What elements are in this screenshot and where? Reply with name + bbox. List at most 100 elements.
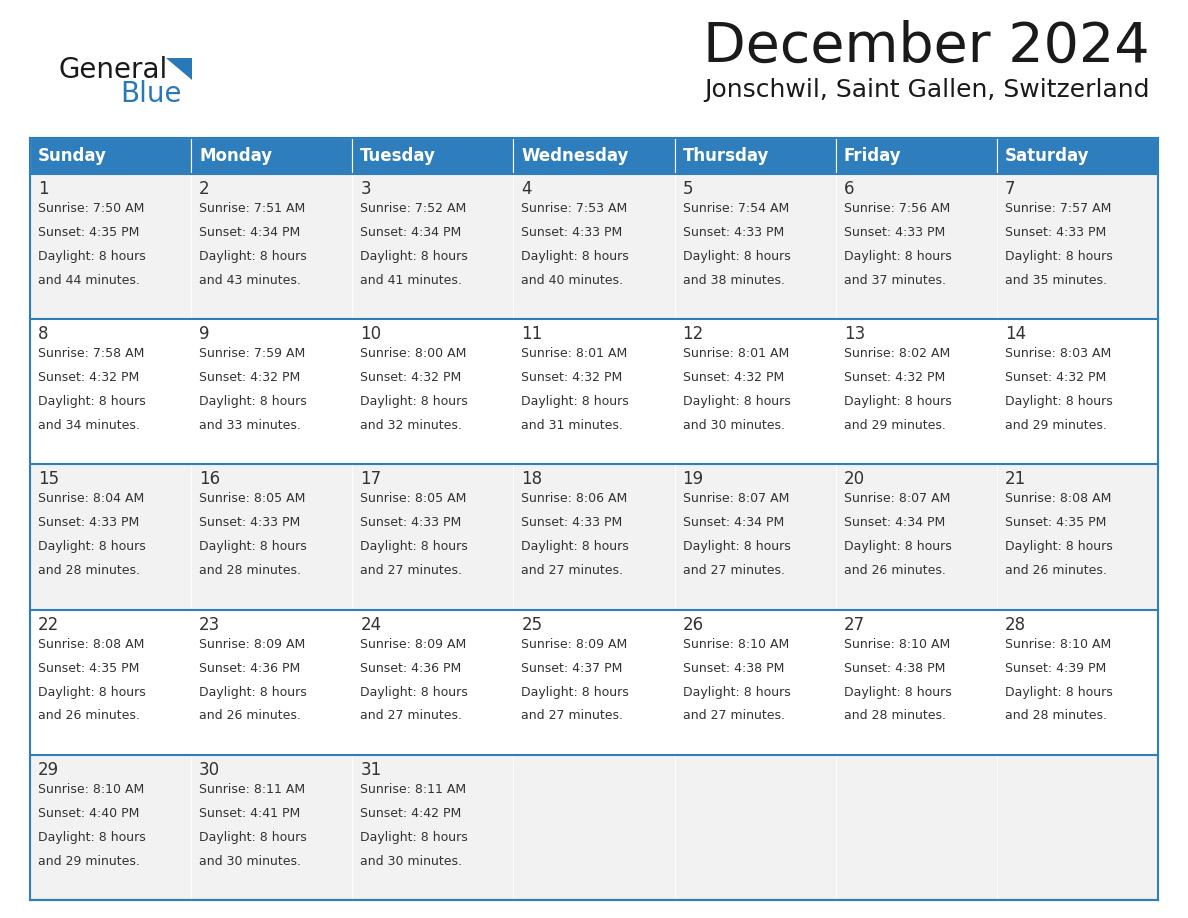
Text: 17: 17 — [360, 470, 381, 488]
Bar — [513, 319, 675, 465]
Text: 11: 11 — [522, 325, 543, 343]
Text: Daylight: 8 hours: Daylight: 8 hours — [683, 250, 790, 263]
Bar — [191, 755, 353, 900]
Text: Monday: Monday — [200, 147, 272, 165]
Text: Sunset: 4:35 PM: Sunset: 4:35 PM — [1005, 516, 1106, 530]
Bar — [675, 319, 835, 465]
Text: 3: 3 — [360, 180, 371, 198]
Text: Sunset: 4:33 PM: Sunset: 4:33 PM — [38, 516, 139, 530]
Text: Sunset: 4:37 PM: Sunset: 4:37 PM — [522, 662, 623, 675]
Text: Sunset: 4:32 PM: Sunset: 4:32 PM — [38, 371, 139, 384]
Bar — [835, 755, 997, 900]
Text: Sunset: 4:38 PM: Sunset: 4:38 PM — [843, 662, 946, 675]
Text: 31: 31 — [360, 761, 381, 778]
Text: 29: 29 — [38, 761, 59, 778]
Text: and 41 minutes.: and 41 minutes. — [360, 274, 462, 286]
Text: Blue: Blue — [120, 80, 182, 108]
Text: Sunset: 4:32 PM: Sunset: 4:32 PM — [1005, 371, 1106, 384]
Text: and 27 minutes.: and 27 minutes. — [683, 710, 784, 722]
Text: Daylight: 8 hours: Daylight: 8 hours — [1005, 686, 1113, 699]
Text: 27: 27 — [843, 616, 865, 633]
Text: Daylight: 8 hours: Daylight: 8 hours — [200, 831, 307, 844]
Bar — [353, 755, 513, 900]
Text: 25: 25 — [522, 616, 543, 633]
Text: Sunday: Sunday — [38, 147, 107, 165]
Text: Wednesday: Wednesday — [522, 147, 628, 165]
Text: Daylight: 8 hours: Daylight: 8 hours — [843, 395, 952, 409]
Text: and 26 minutes.: and 26 minutes. — [843, 565, 946, 577]
Text: Daylight: 8 hours: Daylight: 8 hours — [360, 831, 468, 844]
Text: Sunset: 4:33 PM: Sunset: 4:33 PM — [522, 516, 623, 530]
Text: Sunrise: 8:01 AM: Sunrise: 8:01 AM — [522, 347, 627, 360]
Text: 12: 12 — [683, 325, 703, 343]
Text: Daylight: 8 hours: Daylight: 8 hours — [38, 395, 146, 409]
Bar — [30, 319, 191, 465]
Text: Sunset: 4:42 PM: Sunset: 4:42 PM — [360, 807, 461, 820]
Text: and 37 minutes.: and 37 minutes. — [843, 274, 946, 286]
Text: 6: 6 — [843, 180, 854, 198]
Text: and 30 minutes.: and 30 minutes. — [683, 420, 784, 432]
Bar — [353, 465, 513, 610]
Text: and 27 minutes.: and 27 minutes. — [522, 710, 624, 722]
Bar — [675, 610, 835, 755]
Text: Daylight: 8 hours: Daylight: 8 hours — [522, 686, 630, 699]
Text: and 43 minutes.: and 43 minutes. — [200, 274, 301, 286]
Bar — [835, 319, 997, 465]
Bar — [513, 755, 675, 900]
Text: 7: 7 — [1005, 180, 1016, 198]
Bar — [191, 138, 353, 174]
Bar — [835, 610, 997, 755]
Text: Sunset: 4:38 PM: Sunset: 4:38 PM — [683, 662, 784, 675]
Text: 8: 8 — [38, 325, 49, 343]
Text: General: General — [58, 56, 168, 84]
Text: Sunrise: 7:53 AM: Sunrise: 7:53 AM — [522, 202, 627, 215]
Text: Sunset: 4:39 PM: Sunset: 4:39 PM — [1005, 662, 1106, 675]
Text: and 44 minutes.: and 44 minutes. — [38, 274, 140, 286]
Text: Sunset: 4:34 PM: Sunset: 4:34 PM — [360, 226, 461, 239]
Text: 16: 16 — [200, 470, 220, 488]
Text: Sunrise: 7:54 AM: Sunrise: 7:54 AM — [683, 202, 789, 215]
Text: 21: 21 — [1005, 470, 1026, 488]
Text: 13: 13 — [843, 325, 865, 343]
Text: Daylight: 8 hours: Daylight: 8 hours — [683, 395, 790, 409]
Bar — [191, 174, 353, 319]
Text: and 26 minutes.: and 26 minutes. — [1005, 565, 1107, 577]
Text: Daylight: 8 hours: Daylight: 8 hours — [200, 395, 307, 409]
Text: and 28 minutes.: and 28 minutes. — [843, 710, 946, 722]
Text: 24: 24 — [360, 616, 381, 633]
Text: 10: 10 — [360, 325, 381, 343]
Text: Sunrise: 8:10 AM: Sunrise: 8:10 AM — [1005, 638, 1111, 651]
Text: Sunset: 4:32 PM: Sunset: 4:32 PM — [522, 371, 623, 384]
Bar — [835, 174, 997, 319]
Text: Daylight: 8 hours: Daylight: 8 hours — [843, 686, 952, 699]
Text: Daylight: 8 hours: Daylight: 8 hours — [1005, 395, 1113, 409]
Text: 9: 9 — [200, 325, 209, 343]
Text: Sunrise: 8:04 AM: Sunrise: 8:04 AM — [38, 492, 144, 506]
Text: Sunrise: 8:08 AM: Sunrise: 8:08 AM — [38, 638, 145, 651]
Text: Sunrise: 8:09 AM: Sunrise: 8:09 AM — [360, 638, 467, 651]
Bar — [675, 465, 835, 610]
Text: and 40 minutes.: and 40 minutes. — [522, 274, 624, 286]
Bar — [191, 465, 353, 610]
Text: 15: 15 — [38, 470, 59, 488]
Text: Sunset: 4:34 PM: Sunset: 4:34 PM — [683, 516, 784, 530]
Text: Daylight: 8 hours: Daylight: 8 hours — [1005, 541, 1113, 554]
Text: and 34 minutes.: and 34 minutes. — [38, 420, 140, 432]
Text: Sunset: 4:32 PM: Sunset: 4:32 PM — [683, 371, 784, 384]
Text: Thursday: Thursday — [683, 147, 769, 165]
Text: Daylight: 8 hours: Daylight: 8 hours — [360, 541, 468, 554]
Text: Daylight: 8 hours: Daylight: 8 hours — [843, 250, 952, 263]
Text: Daylight: 8 hours: Daylight: 8 hours — [38, 831, 146, 844]
Text: Daylight: 8 hours: Daylight: 8 hours — [38, 541, 146, 554]
Text: 22: 22 — [38, 616, 59, 633]
Bar — [191, 319, 353, 465]
Text: Sunset: 4:40 PM: Sunset: 4:40 PM — [38, 807, 139, 820]
Bar — [997, 174, 1158, 319]
Text: Daylight: 8 hours: Daylight: 8 hours — [683, 541, 790, 554]
Text: Sunrise: 7:57 AM: Sunrise: 7:57 AM — [1005, 202, 1111, 215]
Text: 18: 18 — [522, 470, 543, 488]
Text: Sunrise: 8:11 AM: Sunrise: 8:11 AM — [200, 783, 305, 796]
Text: 23: 23 — [200, 616, 221, 633]
Bar — [30, 610, 191, 755]
Text: and 29 minutes.: and 29 minutes. — [1005, 420, 1107, 432]
